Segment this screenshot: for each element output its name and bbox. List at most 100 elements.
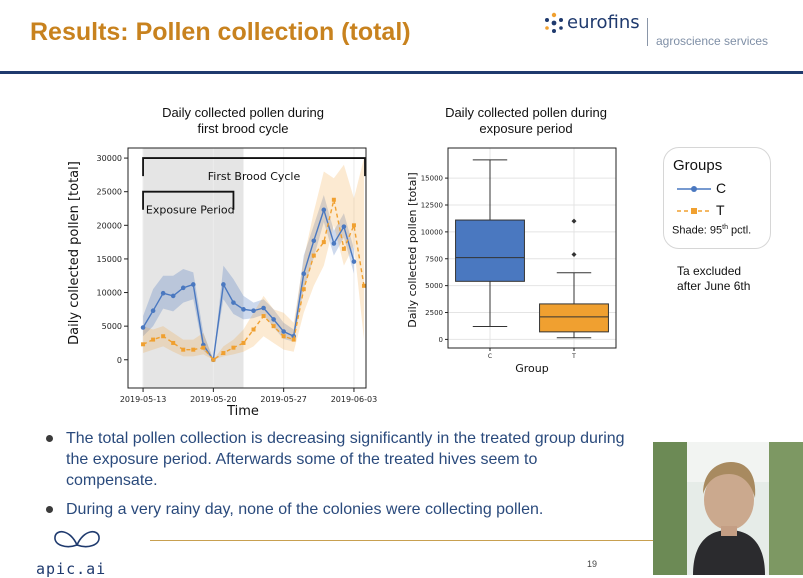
series-t-point	[251, 327, 256, 332]
series-c-point	[331, 241, 337, 246]
legend-title: Groups	[673, 157, 723, 174]
title-divider	[0, 71, 803, 74]
bullet-text: During a very rainy day, none of the col…	[66, 501, 544, 518]
series-t-point	[321, 240, 326, 245]
annotation-label: Exposure Period	[146, 204, 235, 217]
series-t-point	[271, 324, 276, 329]
series-c-point	[150, 308, 156, 313]
x-tick-label: 2019-05-27	[260, 395, 307, 404]
bullet-item: The total pollen collection is decreasin…	[46, 428, 626, 491]
y-tick-label: 30000	[97, 154, 122, 163]
series-t-point	[311, 253, 316, 258]
series-c-point	[351, 259, 357, 264]
y-tick-label: 15000	[97, 255, 122, 264]
series-t-point	[191, 347, 196, 352]
apic-bee-logo-icon	[54, 530, 100, 548]
slide-title: Results: Pollen collection (total)	[30, 18, 411, 46]
y-tick-label: 10000	[97, 289, 122, 298]
y-tick-label: 20000	[97, 221, 122, 230]
legend-box: Groups C T Shade: 95th pctl.	[663, 147, 771, 249]
annotation-bracket	[142, 190, 235, 210]
x-tick-label: 2019-05-13	[120, 395, 167, 404]
series-t-point	[171, 340, 176, 345]
series-t-point	[281, 334, 286, 339]
bullet-item: During a very rainy day, none of the col…	[46, 499, 626, 520]
series-t-point	[221, 351, 226, 356]
series-t-point	[141, 342, 146, 347]
box-t-iqr	[539, 303, 609, 333]
box-chart: 0 2500 5000 7500 10000 12500 15000 C T Group Daily…	[406, 147, 617, 375]
box-chart-title-line-1: Daily collected pollen during	[445, 105, 607, 120]
annotation-bracket	[142, 157, 366, 177]
y-tick-label: 2500	[425, 309, 443, 317]
legend-c-marker-icon	[677, 186, 711, 192]
series-t-point	[291, 337, 296, 342]
note-line-1: Ta excluded	[677, 264, 742, 278]
y-tick-label: 10000	[421, 228, 443, 236]
x-tick-label: T	[571, 353, 576, 360]
note-line-2: after June 6th	[677, 279, 751, 293]
series-c-ci-band	[143, 195, 354, 360]
y-axis-title: Daily collected pollen [total]	[406, 172, 419, 327]
y-axis-title: Daily collected pollen [total]	[67, 161, 82, 345]
annotation-label: First Brood Cycle	[208, 170, 301, 183]
box-c-iqr	[455, 219, 525, 282]
eurofins-logo-icon	[545, 12, 563, 33]
series-t-point	[211, 357, 216, 362]
y-tick-label: 12500	[421, 201, 443, 209]
series-t-point	[161, 334, 166, 339]
legend-c-label: C	[716, 180, 727, 196]
series-c-point	[281, 329, 286, 334]
box-t-outlier	[571, 218, 577, 224]
presenter-video	[653, 442, 803, 575]
series-t-point	[181, 347, 186, 352]
plot-frame	[447, 147, 617, 349]
plot-frame	[127, 147, 367, 389]
series-c-point	[190, 282, 196, 287]
y-tick-label: 25000	[97, 188, 122, 197]
series-t-point	[351, 223, 356, 228]
series-c-point	[341, 224, 347, 229]
brand-divider	[647, 18, 648, 46]
box-t-outlier	[571, 251, 577, 257]
page-number: 19	[587, 559, 598, 569]
series-c-point	[271, 317, 276, 322]
series-t-point	[241, 340, 246, 345]
legend-t-marker-icon	[677, 208, 711, 214]
brand-name: eurofins	[567, 12, 640, 33]
series-c-point	[241, 307, 246, 312]
brand-subtitle: agroscience services	[656, 34, 769, 48]
line-chart-title-line-2: first brood cycle	[197, 121, 289, 136]
series-c-point	[140, 325, 146, 330]
series-t-point	[301, 287, 306, 292]
x-axis-title: Group	[515, 362, 549, 375]
series-t-point	[201, 345, 206, 350]
legend-shade-note: Shade: 95th pctl.	[672, 224, 752, 237]
presenter-video-image	[653, 442, 803, 575]
series-t-point	[151, 337, 156, 342]
apic-logo-text: apic.ai	[36, 560, 107, 578]
y-tick-label: 5000	[102, 322, 122, 331]
series-c-point	[160, 290, 166, 296]
bullet-dot-icon	[46, 435, 53, 442]
line-chart: First Brood Cycle Exposure Period 0 5000 100…	[67, 147, 378, 419]
series-c-point	[321, 207, 327, 213]
series-c-point	[221, 282, 226, 287]
y-tick-label: 5000	[425, 282, 443, 290]
footer-divider	[150, 540, 655, 541]
x-tick-label: C	[488, 353, 492, 360]
series-t-point	[231, 345, 236, 350]
series-c-point	[231, 300, 236, 305]
x-axis-title: Time	[226, 404, 259, 419]
series-t-point	[331, 197, 336, 202]
box-chart-title: Daily collected pollen during exposure p…	[416, 105, 636, 137]
series-t-point	[261, 314, 266, 319]
legend-t-label: T	[716, 202, 725, 218]
y-tick-label: 15000	[421, 175, 443, 183]
series-c-point	[180, 285, 186, 291]
series-c-point	[301, 271, 307, 277]
x-tick-label: 2019-06-03	[331, 395, 378, 404]
series-t-ci-band	[143, 158, 364, 360]
y-tick-label: 0	[439, 336, 443, 344]
line-chart-title-line-1: Daily collected pollen during	[162, 105, 324, 120]
